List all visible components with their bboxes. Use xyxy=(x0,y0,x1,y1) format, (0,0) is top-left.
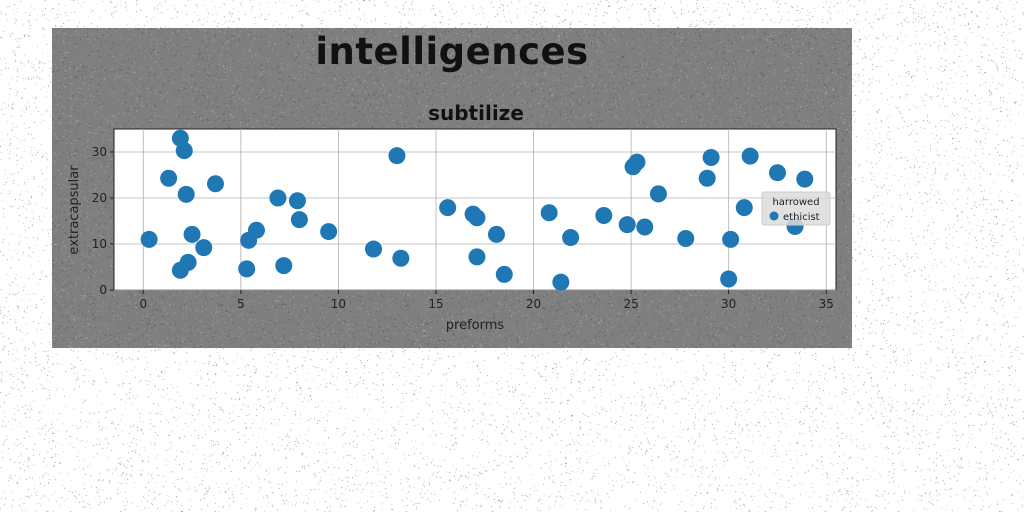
data-point xyxy=(677,229,695,247)
data-point xyxy=(628,153,646,171)
data-point xyxy=(140,230,158,248)
data-point xyxy=(269,189,287,207)
data-point xyxy=(636,218,654,236)
legend: harrowed ethicist xyxy=(761,191,831,226)
legend-entry-ethicist: ethicist xyxy=(783,212,820,223)
data-point xyxy=(175,142,193,160)
y-tick-label: 30 xyxy=(92,145,107,159)
data-point xyxy=(618,216,636,234)
y-tick-label: 10 xyxy=(92,237,107,251)
data-point xyxy=(552,273,570,291)
x-axis-label: preforms xyxy=(446,318,505,333)
y-axis-label: extracapsular xyxy=(67,165,82,255)
figure-suptitle: intelligences xyxy=(315,30,589,73)
data-point xyxy=(495,265,513,283)
x-tick-label: 30 xyxy=(721,297,736,311)
data-point xyxy=(487,225,505,243)
data-point xyxy=(206,175,224,193)
data-point xyxy=(179,253,197,271)
x-tick-label: 20 xyxy=(526,297,541,311)
data-point xyxy=(722,230,740,248)
figure: intelligences subtilize 0 5 10 15 20 25 30 35 0 1… xyxy=(52,28,852,348)
scatter-chart: subtilize 0 5 10 15 20 25 30 35 0 10 20 30 preforms… xyxy=(67,101,837,333)
data-point xyxy=(562,229,580,247)
grid-layer xyxy=(114,129,836,291)
data-point xyxy=(388,147,406,165)
data-point xyxy=(195,239,213,257)
x-tick-label: 15 xyxy=(428,297,443,311)
x-tick-label: 10 xyxy=(331,297,346,311)
chart-title: subtilize xyxy=(428,101,524,125)
data-point xyxy=(540,204,558,222)
data-point xyxy=(275,257,293,275)
data-point xyxy=(320,223,338,241)
data-point xyxy=(735,199,753,217)
data-point xyxy=(768,164,786,182)
data-point xyxy=(741,147,759,165)
data-point xyxy=(365,240,383,258)
y-tick-label: 20 xyxy=(92,191,107,205)
x-tick-label: 25 xyxy=(623,297,638,311)
data-point xyxy=(702,149,720,167)
y-tick-label: 0 xyxy=(99,283,107,297)
data-point xyxy=(649,185,667,203)
x-tick-label: 35 xyxy=(819,297,834,311)
data-point xyxy=(796,170,814,188)
data-point xyxy=(183,225,201,243)
x-tick-label: 0 xyxy=(139,297,147,311)
data-point xyxy=(698,169,716,187)
x-tick-label: 5 xyxy=(237,297,245,311)
legend-title: harrowed xyxy=(772,197,819,208)
data-point xyxy=(238,260,256,278)
data-point xyxy=(392,249,410,267)
data-point xyxy=(468,248,486,266)
data-point xyxy=(290,211,308,229)
data-point xyxy=(247,221,265,239)
data-point xyxy=(595,206,613,224)
data-point xyxy=(468,209,486,227)
data-point xyxy=(177,185,195,203)
data-point xyxy=(439,199,457,217)
tick-layer: 0 5 10 15 20 25 30 35 0 10 20 30 xyxy=(92,145,834,311)
points-layer xyxy=(140,129,814,291)
data-point xyxy=(720,270,738,288)
legend-box xyxy=(761,191,831,226)
data-point xyxy=(288,192,306,210)
data-point xyxy=(160,169,178,187)
legend-marker-ethicist xyxy=(769,211,779,221)
